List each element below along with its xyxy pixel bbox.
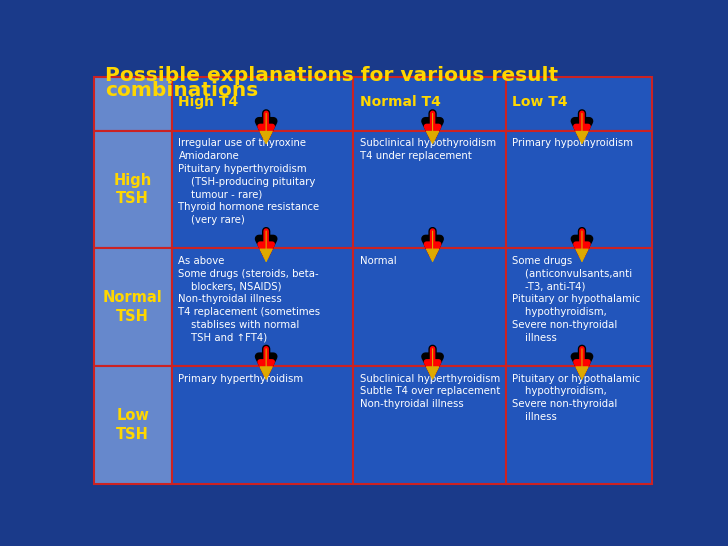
Bar — [353, 248, 506, 366]
Text: Subclinical hyperthyroidism
Subtle T4 over replacement
Non-thyroidal illness: Subclinical hyperthyroidism Subtle T4 ov… — [360, 373, 500, 410]
Bar — [506, 130, 652, 248]
Text: Normal: Normal — [360, 256, 397, 266]
Text: Some drugs
    (anticonvulsants,anti
    -T3, anti-T4)
Pituitary or hypothalamic: Some drugs (anticonvulsants,anti -T3, an… — [513, 256, 641, 343]
Text: Primary hyperthyroidism: Primary hyperthyroidism — [178, 373, 304, 384]
Text: As above
Some drugs (steroids, beta-
    blockers, NSAIDS)
Non-thyroidal illness: As above Some drugs (steroids, beta- blo… — [178, 256, 320, 343]
Text: Pituitary or hypothalamic
    hypothyroidism,
Severe non-thyroidal
    illness: Pituitary or hypothalamic hypothyroidism… — [513, 373, 641, 422]
Bar — [506, 248, 652, 366]
Bar — [172, 248, 353, 366]
Bar — [506, 366, 652, 484]
Text: Irregular use of thyroxine
Amiodarone
Pituitary hyperthyroidism
    (TSH-produci: Irregular use of thyroxine Amiodarone Pi… — [178, 138, 320, 225]
Text: Possible explanations for various result: Possible explanations for various result — [105, 67, 558, 85]
Text: Low
TSH: Low TSH — [116, 408, 149, 442]
Bar — [353, 78, 506, 130]
Text: Subclinical hypothyroidism
T4 under replacement: Subclinical hypothyroidism T4 under repl… — [360, 138, 496, 161]
Bar — [94, 78, 172, 130]
Bar — [353, 130, 506, 248]
Bar — [506, 78, 652, 130]
Text: Normal
TSH: Normal TSH — [103, 290, 162, 324]
Text: Normal T4: Normal T4 — [360, 95, 441, 109]
Text: High
TSH: High TSH — [114, 173, 152, 206]
Text: Low T4: Low T4 — [513, 95, 568, 109]
Bar — [172, 366, 353, 484]
Bar — [353, 366, 506, 484]
Bar — [94, 366, 172, 484]
Bar — [172, 130, 353, 248]
Text: High T4: High T4 — [178, 95, 239, 109]
Bar — [94, 248, 172, 366]
Bar — [172, 78, 353, 130]
Text: combinations: combinations — [105, 81, 258, 100]
Bar — [94, 130, 172, 248]
Text: Primary hypothyroidism: Primary hypothyroidism — [513, 138, 633, 149]
